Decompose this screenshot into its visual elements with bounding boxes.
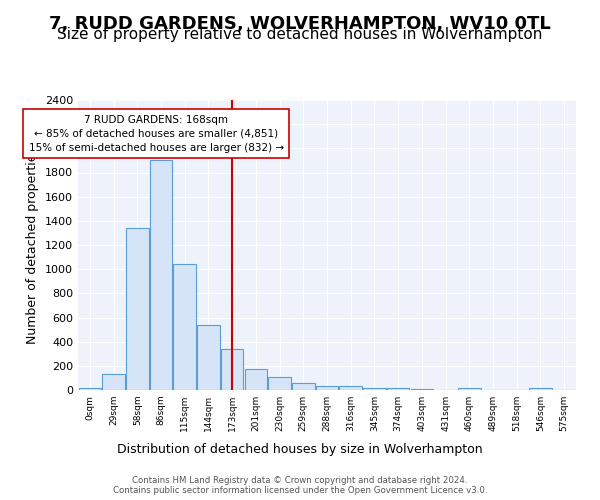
- Bar: [268, 376, 291, 390]
- Bar: [79, 388, 101, 390]
- Text: 7 RUDD GARDENS: 168sqm
← 85% of detached houses are smaller (4,851)
15% of semi-: 7 RUDD GARDENS: 168sqm ← 85% of detached…: [29, 114, 284, 152]
- Bar: [197, 325, 220, 390]
- Y-axis label: Number of detached properties: Number of detached properties: [26, 146, 40, 344]
- Bar: [292, 384, 314, 390]
- Text: Contains HM Land Registry data © Crown copyright and database right 2024.
Contai: Contains HM Land Registry data © Crown c…: [113, 476, 487, 495]
- Bar: [458, 388, 481, 390]
- Bar: [363, 388, 386, 390]
- Bar: [221, 349, 244, 390]
- Bar: [387, 388, 409, 390]
- Bar: [529, 388, 551, 390]
- Bar: [103, 374, 125, 390]
- Text: 7, RUDD GARDENS, WOLVERHAMPTON, WV10 0TL: 7, RUDD GARDENS, WOLVERHAMPTON, WV10 0TL: [49, 15, 551, 33]
- Bar: [126, 228, 149, 390]
- Text: Size of property relative to detached houses in Wolverhampton: Size of property relative to detached ho…: [58, 28, 542, 42]
- Bar: [316, 386, 338, 390]
- Bar: [410, 389, 433, 390]
- Bar: [245, 370, 267, 390]
- Bar: [173, 264, 196, 390]
- Bar: [340, 386, 362, 390]
- Text: Distribution of detached houses by size in Wolverhampton: Distribution of detached houses by size …: [117, 442, 483, 456]
- Bar: [150, 160, 172, 390]
